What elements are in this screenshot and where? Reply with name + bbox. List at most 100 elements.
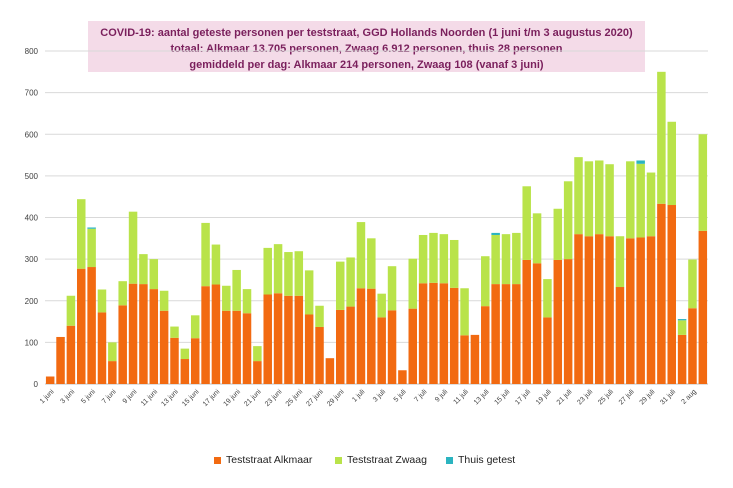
bar-zwaag: [263, 247, 272, 295]
bar-thuis: [491, 232, 500, 235]
y-axis-tick-labels: 0 100 200 300 400 500 600 700 800: [25, 47, 39, 389]
bar-alkmaar: [222, 310, 231, 384]
bar-alkmaar: [263, 294, 272, 384]
bar-zwaag: [512, 232, 521, 285]
bar-zwaag: [315, 305, 324, 327]
bar-alkmaar: [294, 295, 304, 384]
bar-zwaag: [563, 181, 573, 260]
bar-alkmaar: [574, 234, 583, 384]
bar-alkmaar: [398, 370, 407, 384]
bar-zwaag: [543, 279, 552, 318]
x-tick-label: 21 juli: [556, 388, 574, 406]
bar-alkmaar: [45, 376, 55, 384]
bar-zwaag: [97, 289, 107, 313]
bar-zwaag: [377, 293, 386, 318]
title-line-1: COVID-19: aantal geteste personen per te…: [100, 27, 633, 39]
bar-alkmaar: [97, 312, 107, 384]
bar-alkmaar: [636, 237, 645, 384]
bar-zwaag: [284, 252, 293, 296]
legend-label-zwaag: Teststraat Zwaag: [347, 454, 427, 466]
bar-zwaag: [128, 211, 138, 284]
y-tick-label: 400: [25, 214, 39, 223]
x-tick-label: 25 juli: [597, 388, 615, 406]
bar-zwaag: [294, 251, 304, 296]
bar-zwaag: [170, 326, 179, 338]
bar-alkmaar: [470, 334, 480, 384]
bar-zwaag: [605, 164, 614, 237]
x-tick-label: 7 juni: [101, 388, 118, 405]
legend-item-thuis: Thuis getest: [446, 454, 515, 466]
bar-alkmaar: [139, 284, 148, 384]
legend-swatch-alkmaar: [214, 456, 221, 464]
bar-alkmaar: [677, 334, 687, 384]
x-tick-label: 17 juni: [202, 388, 222, 408]
y-tick-label: 700: [25, 89, 39, 98]
y-tick-label: 200: [25, 297, 39, 306]
x-tick-label: 11 juli: [452, 388, 470, 406]
bar-alkmaar: [688, 308, 697, 384]
bar-zwaag: [346, 257, 355, 307]
bar-zwaag: [491, 234, 500, 285]
y-tick-label: 300: [25, 255, 39, 264]
bar-alkmaar: [429, 282, 438, 384]
bar-zwaag: [594, 160, 604, 235]
bar-alkmaar: [77, 268, 86, 384]
y-tick-label: 500: [25, 172, 39, 181]
bar-zwaag: [201, 222, 210, 287]
bar-alkmaar: [128, 283, 138, 384]
bar-alkmaar: [646, 236, 656, 384]
bar-alkmaar: [367, 288, 376, 384]
x-tick-label: 19 juni: [223, 388, 243, 408]
bar-zwaag: [615, 236, 625, 288]
bar-zwaag: [180, 348, 190, 360]
legend-label-alkmaar: Teststraat Alkmaar: [226, 454, 313, 466]
bar-alkmaar: [449, 287, 459, 384]
bar-alkmaar: [667, 205, 676, 384]
bar-alkmaar: [253, 361, 262, 384]
bar-alkmaar: [387, 310, 397, 384]
bar-zwaag: [87, 228, 96, 268]
title-line-2: totaal: Alkmaar 13.705 personen, Zwaag 6…: [170, 43, 563, 55]
bar-alkmaar: [284, 295, 293, 384]
bar-zwaag: [677, 320, 687, 335]
bar-zwaag: [118, 281, 127, 306]
x-tick-label: 17 juli: [514, 388, 532, 406]
x-tick-label: 21 juni: [243, 388, 263, 408]
bar-thuis: [87, 227, 96, 229]
legend-swatch-thuis: [446, 456, 453, 464]
y-tick-label: 100: [25, 338, 39, 347]
bar-alkmaar: [201, 286, 210, 384]
legend-swatch-zwaag: [335, 456, 342, 464]
x-tick-label: 13 juli: [473, 388, 491, 406]
y-tick-label: 600: [25, 130, 39, 139]
bar-alkmaar: [605, 236, 614, 384]
bar-alkmaar: [377, 317, 386, 384]
bar-zwaag: [387, 266, 397, 311]
bar-zwaag: [190, 315, 200, 339]
x-tick-label: 27 juni: [305, 388, 325, 408]
x-tick-label: 29 juli: [639, 388, 657, 406]
bar-alkmaar: [56, 336, 65, 384]
bar-zwaag: [429, 232, 438, 283]
bar-zwaag: [584, 161, 594, 237]
bar-zwaag: [159, 290, 169, 311]
bar-alkmaar: [242, 313, 252, 384]
x-tick-label: 31 juli: [659, 388, 677, 406]
bar-zwaag: [698, 134, 708, 231]
bar-alkmaar: [657, 203, 666, 384]
bar-alkmaar: [563, 259, 573, 384]
bar-zwaag: [418, 234, 428, 284]
bar-zwaag: [460, 288, 469, 336]
x-tick-label: 15 juli: [494, 388, 512, 406]
bar-zwaag: [667, 121, 676, 206]
x-tick-label: 1 juni: [39, 388, 56, 405]
bar-alkmaar: [304, 314, 314, 384]
x-tick-label: 7 juli: [413, 388, 428, 403]
bar-alkmaar: [512, 284, 521, 384]
bar-alkmaar: [553, 259, 563, 384]
bar-alkmaar: [491, 284, 500, 384]
bar-alkmaar: [594, 234, 604, 384]
legend-item-alkmaar: Teststraat Alkmaar: [214, 454, 312, 466]
bar-alkmaar: [626, 238, 635, 384]
bar-zwaag: [242, 289, 252, 314]
